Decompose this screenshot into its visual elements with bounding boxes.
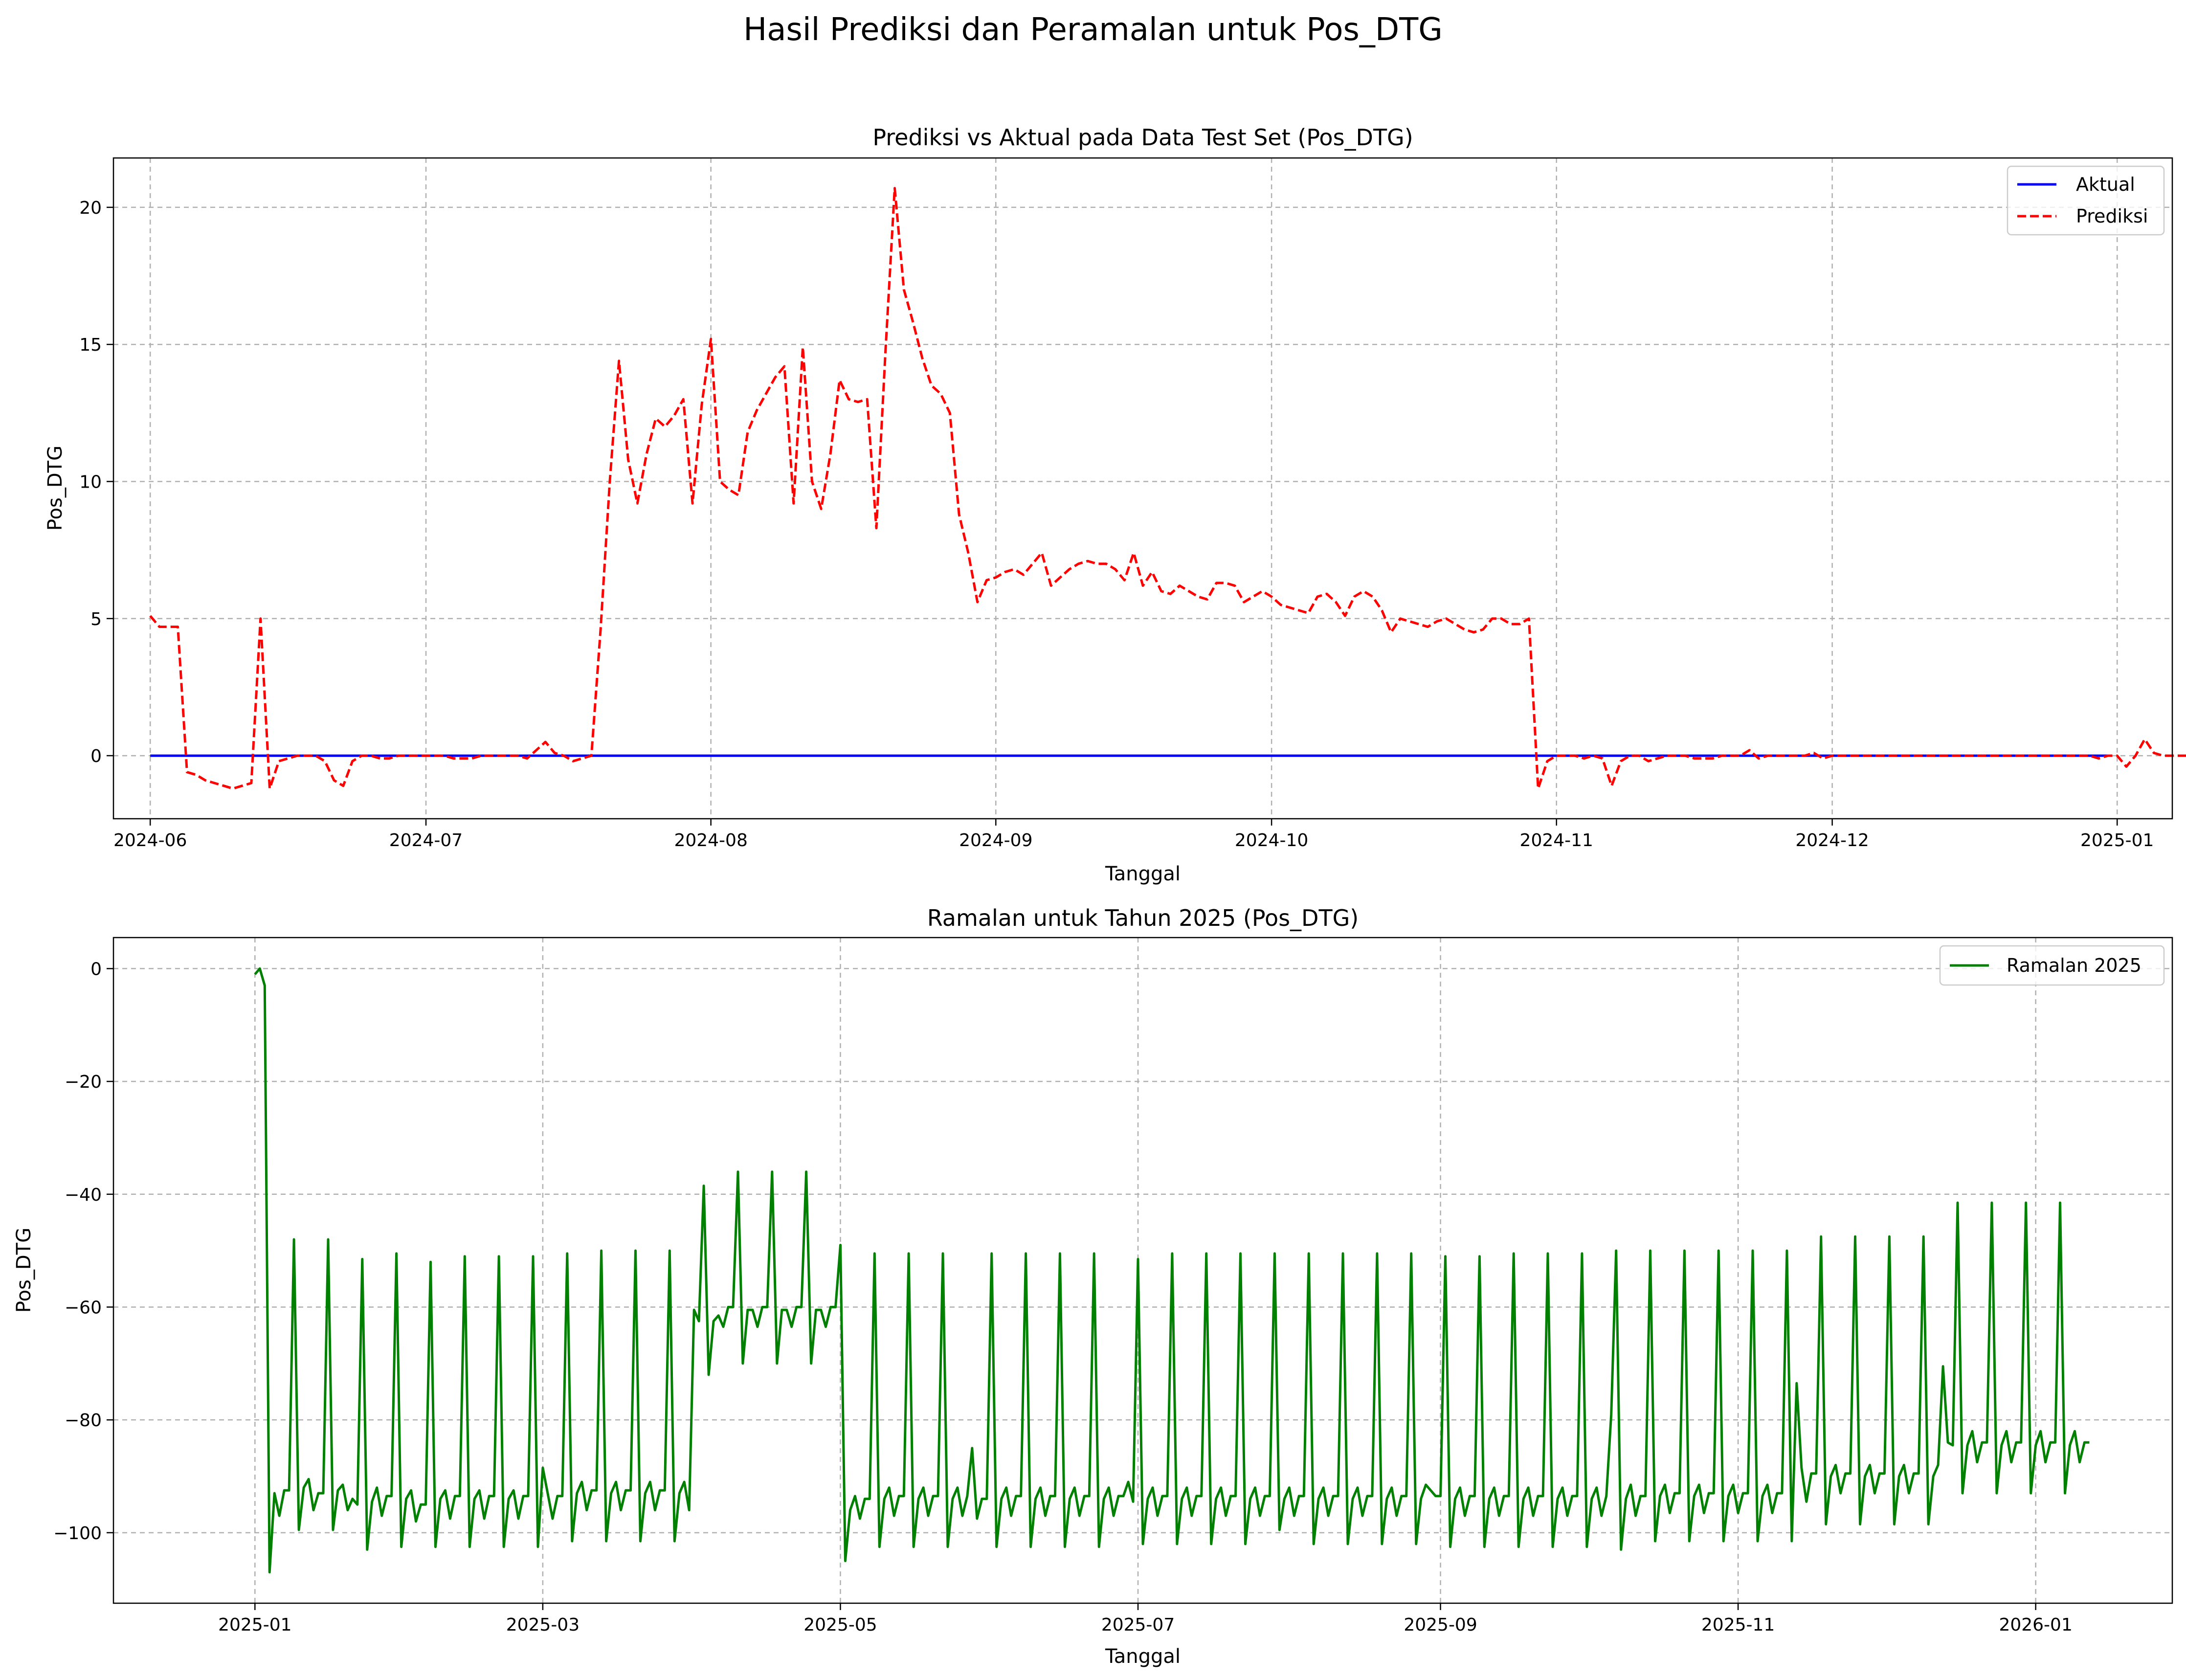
top-x-ticks: 2024-06 2024-07 2024-08 2024-09 2024-10 2024-… [113, 819, 2154, 851]
bottom-x-tick-label: 2025-07 [1101, 1615, 1175, 1635]
bottom-legend-box [1939, 945, 2165, 986]
top-y-axis-label: Pos_DTG [44, 446, 67, 531]
top-x-tick-label: 2024-08 [674, 830, 747, 851]
top-y-ticks: 0 5 10 15 20 [79, 198, 113, 766]
bottom-x-tick-label: 2025-05 [803, 1615, 877, 1635]
bottom-y-tick-label: −40 [65, 1185, 102, 1205]
top-chart-title: Prediksi vs Aktual pada Data Test Set (P… [872, 124, 1413, 151]
chart-bottom: 2025-01 2025-03 2025-05 2025-07 2025-09 2025-… [13, 905, 2173, 1668]
top-y-tick-label: 10 [79, 472, 102, 492]
bottom-y-tick-label: 0 [90, 959, 102, 979]
top-legend: Aktual Prediksi [2007, 165, 2165, 236]
bottom-y-tick-label: −60 [65, 1298, 102, 1318]
bottom-chart-title: Ramalan untuk Tahun 2025 (Pos_DTG) [927, 905, 1359, 931]
bottom-x-axis-label: Tanggal [1105, 1645, 1181, 1668]
bottom-y-tick-label: −80 [65, 1411, 102, 1431]
bottom-x-tick-label: 2025-11 [1701, 1615, 1775, 1635]
top-series [149, 187, 2186, 790]
bottom-legend-label-ramalan: Ramalan 2025 [2007, 955, 2141, 976]
top-x-tick-label: 2024-11 [1520, 830, 1593, 851]
top-y-tick-label: 5 [90, 609, 102, 629]
bottom-x-tick-label: 2025-01 [218, 1615, 291, 1635]
top-x-axis-label: Tanggal [1105, 863, 1181, 885]
bottom-axes-frame [112, 937, 2173, 1604]
top-x-tick-label: 2025-01 [2080, 830, 2154, 851]
bottom-y-tick-label: −100 [53, 1523, 102, 1544]
top-y-tick-label: 15 [79, 335, 102, 355]
top-series-prediksi [149, 187, 2186, 790]
top-x-tick-label: 2024-09 [959, 830, 1032, 851]
bottom-y-axis-label: Pos_DTG [13, 1228, 35, 1313]
top-legend-label-aktual: Aktual [2076, 174, 2135, 195]
top-x-tick-label: 2024-06 [113, 830, 187, 851]
bottom-x-tick-label: 2025-09 [1404, 1615, 1477, 1635]
bottom-series [254, 967, 2090, 1574]
top-x-tick-label: 2024-10 [1235, 830, 1308, 851]
bottom-x-tick-label: 2025-03 [506, 1615, 580, 1635]
figure-suptitle: Hasil Prediksi dan Peramalan untuk Pos_D… [743, 12, 1443, 48]
bottom-x-ticks: 2025-01 2025-03 2025-05 2025-07 2025-09 2025-… [218, 1603, 2073, 1635]
top-y-tick-label: 20 [79, 198, 102, 218]
bottom-y-tick-label: −20 [65, 1072, 102, 1092]
bottom-legend: Ramalan 2025 [1939, 945, 2165, 986]
top-x-tick-label: 2024-12 [1795, 830, 1869, 851]
top-legend-label-prediksi: Prediksi [2076, 205, 2148, 227]
bottom-y-ticks: 0 −20 −40 −60 −80 −100 [53, 959, 113, 1544]
chart-top: 2024-06 2024-07 2024-08 2024-09 2024-10 2024-… [44, 124, 2186, 885]
top-x-tick-label: 2024-07 [389, 830, 463, 851]
bottom-series-ramalan-2025 [254, 967, 2090, 1574]
top-y-tick-label: 0 [90, 746, 102, 766]
top-axes-frame [112, 157, 2173, 820]
top-grid [113, 158, 2172, 819]
bottom-x-tick-label: 2026-01 [1999, 1615, 2072, 1635]
